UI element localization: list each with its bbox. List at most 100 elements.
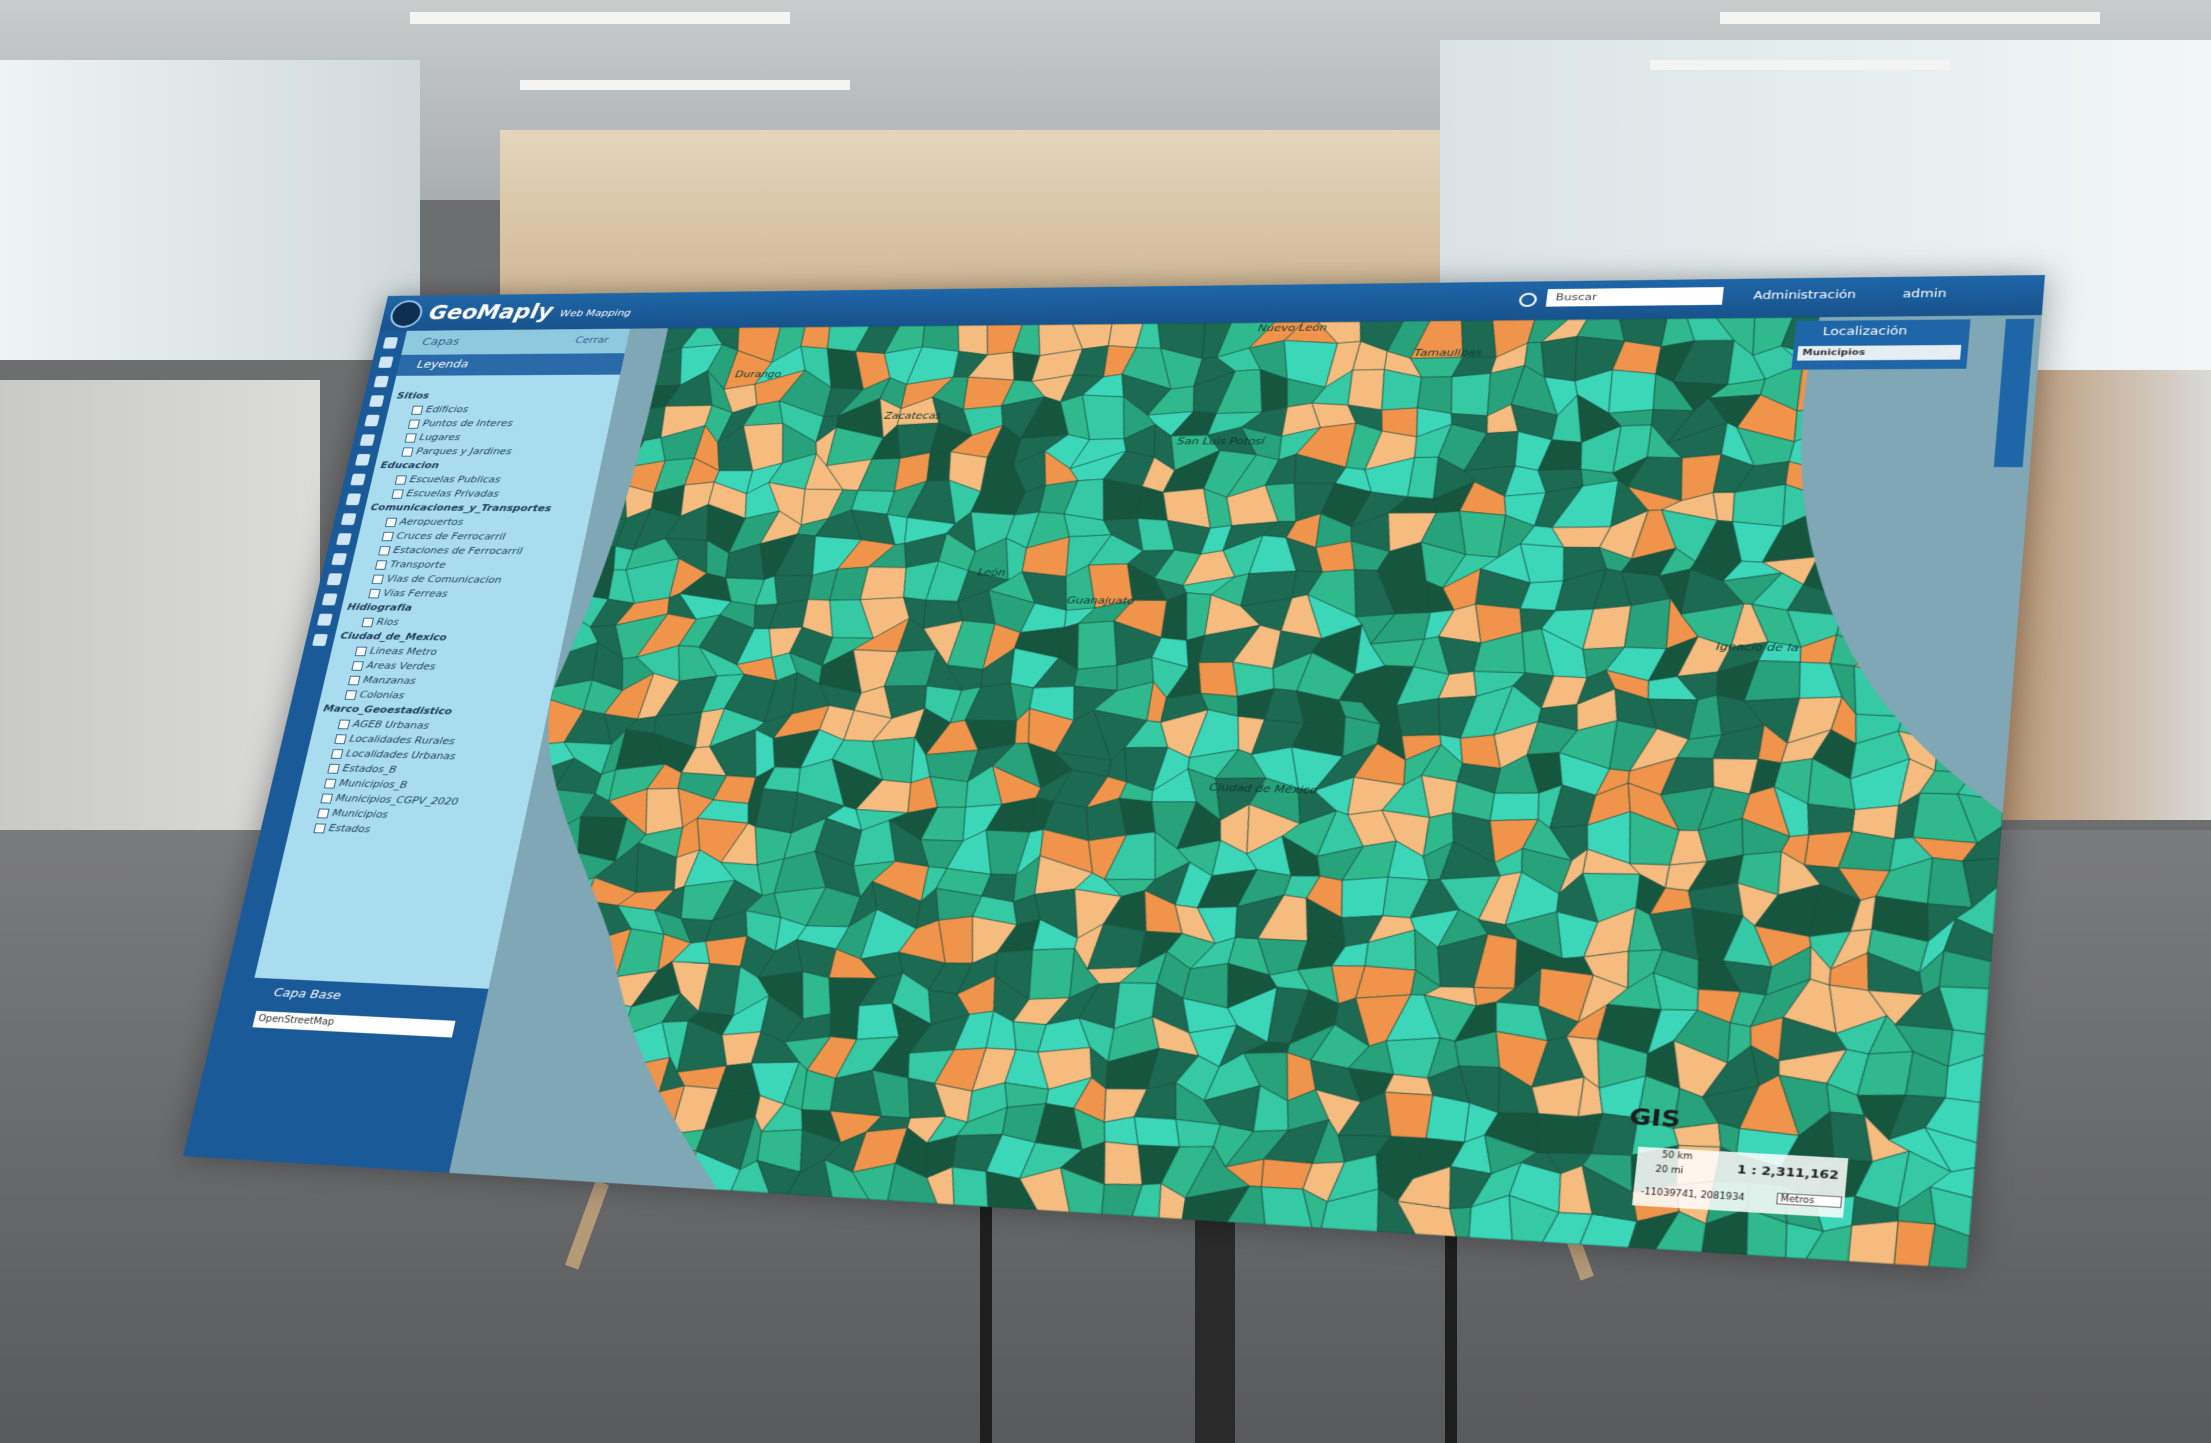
layer-checkbox[interactable]	[323, 778, 337, 789]
tool-icon[interactable]	[368, 395, 385, 407]
scale-box: 50 km 20 mi 1 : 2,311,162 -11039741, 208…	[1631, 1146, 1849, 1218]
municipality	[1915, 398, 1969, 429]
layer-group[interactable]: Comunicaciones_y_Transportes	[369, 501, 553, 514]
layer-name: Estaciones de Ferrocarril	[392, 544, 524, 557]
close[interactable]: Cerrar	[574, 334, 610, 346]
municipality	[1823, 422, 1846, 470]
layer-checkbox[interactable]	[348, 675, 361, 685]
layer-name: Puntos de Interes	[421, 417, 514, 429]
scale-ratio: 1 : 2,311,162	[1736, 1162, 1840, 1183]
municipality	[519, 939, 554, 962]
tool-icon[interactable]	[336, 533, 352, 545]
layer-checkbox[interactable]	[354, 646, 368, 656]
municipality	[1850, 666, 1908, 717]
units[interactable]: Metros	[1776, 1192, 1843, 1209]
tool-icon[interactable]	[350, 473, 366, 486]
municipality	[596, 463, 630, 488]
layer-checkbox[interactable]	[344, 689, 358, 700]
layer-checkbox[interactable]	[313, 822, 327, 834]
layer-name: Escuelas Publicas	[408, 473, 502, 485]
layer-checkbox[interactable]	[404, 433, 417, 443]
municipality	[1960, 396, 1996, 427]
tool-icon[interactable]	[364, 414, 380, 427]
municipality	[503, 996, 550, 1027]
tool-icon[interactable]	[331, 553, 348, 566]
tool-icon[interactable]	[345, 493, 362, 506]
locate-field[interactable]: Municipios	[1796, 344, 1962, 361]
layer-checkbox[interactable]	[391, 489, 404, 499]
municipality	[618, 350, 656, 387]
layer-checkbox[interactable]	[401, 447, 414, 457]
tool-icon[interactable]	[382, 337, 399, 349]
base-panel: Capa Base OpenStreetMap	[211, 977, 489, 1173]
layer-checkbox[interactable]	[361, 617, 375, 627]
layer-checkbox[interactable]	[371, 574, 385, 584]
layer-checkbox[interactable]	[330, 748, 344, 759]
tool-icon[interactable]	[326, 573, 343, 586]
municipality	[1957, 514, 1995, 559]
municipality	[1958, 470, 2004, 497]
layer-group[interactable]: Sitios	[395, 390, 431, 401]
layer-item: Parques y Jardines	[377, 444, 605, 458]
layer-checkbox[interactable]	[368, 588, 381, 598]
tool-icon[interactable]	[340, 513, 357, 526]
base-select[interactable]: OpenStreetMap	[252, 1010, 456, 1038]
municipality	[1337, 875, 1388, 919]
layer-name: Vias Ferreas	[382, 587, 449, 600]
layer-checkbox[interactable]	[384, 517, 398, 527]
layer-checkbox[interactable]	[316, 808, 330, 819]
municipality	[1931, 606, 1977, 653]
municipality	[664, 1147, 697, 1188]
stand-leg	[980, 1200, 992, 1443]
municipality	[565, 1158, 609, 1183]
layer-name: Municipios_B	[338, 777, 409, 791]
tool-icon[interactable]	[378, 356, 394, 368]
layer-group[interactable]: Educacion	[379, 459, 441, 471]
layer-checkbox[interactable]	[334, 733, 347, 744]
municipality	[1970, 607, 2019, 655]
municipality	[1490, 792, 1541, 822]
layer-checkbox[interactable]	[374, 559, 388, 570]
municipality	[1901, 667, 1950, 717]
municipality	[1929, 641, 1971, 673]
admin-link[interactable]: Administración	[1752, 288, 1857, 302]
layer-checkbox[interactable]	[337, 719, 351, 729]
tool-icon[interactable]	[354, 454, 371, 466]
refresh[interactable]	[1518, 292, 1538, 307]
municipality	[481, 992, 524, 1027]
tool-icon[interactable]	[373, 375, 389, 388]
tab-layers[interactable]: Capas	[421, 335, 461, 349]
tool-icon[interactable]	[359, 434, 376, 446]
municipality	[800, 327, 831, 349]
municipality	[1937, 555, 1991, 580]
layer-checkbox[interactable]	[381, 531, 395, 541]
tool-icon[interactable]	[321, 593, 338, 606]
layer-checkbox[interactable]	[351, 660, 364, 671]
map-label: León	[977, 567, 1007, 579]
layer-item: Escuelas Publicas	[370, 472, 599, 487]
municipality	[1866, 621, 1899, 649]
logo	[387, 300, 426, 328]
layer-name: Vias de Comunicacion	[385, 573, 503, 586]
layer-checkbox[interactable]	[378, 545, 391, 556]
legend-tab[interactable]: Leyenda	[396, 353, 625, 376]
user-menu[interactable]: admin	[1902, 287, 1948, 301]
layer-checkbox[interactable]	[407, 419, 421, 429]
layer-checkbox[interactable]	[327, 763, 341, 774]
municipality	[1830, 635, 1881, 667]
brand: GeoMaply	[426, 300, 556, 325]
municipality	[543, 940, 581, 964]
layer-checkbox[interactable]	[394, 475, 408, 485]
municipality	[1848, 1218, 1898, 1264]
municipality	[1892, 612, 1956, 654]
municipality	[1838, 422, 1889, 456]
layer-name: AGEB Urbanas	[351, 718, 431, 732]
map[interactable]: Durango Zacatecas Nuevo León Tamaulipas San …	[449, 315, 2042, 1269]
search[interactable]: Buscar	[1545, 287, 1724, 307]
layer-checkbox[interactable]	[320, 793, 334, 804]
layer-checkbox[interactable]	[411, 405, 424, 415]
municipality	[538, 852, 578, 888]
tool-icon[interactable]	[312, 633, 328, 647]
tool-icon[interactable]	[316, 613, 333, 626]
